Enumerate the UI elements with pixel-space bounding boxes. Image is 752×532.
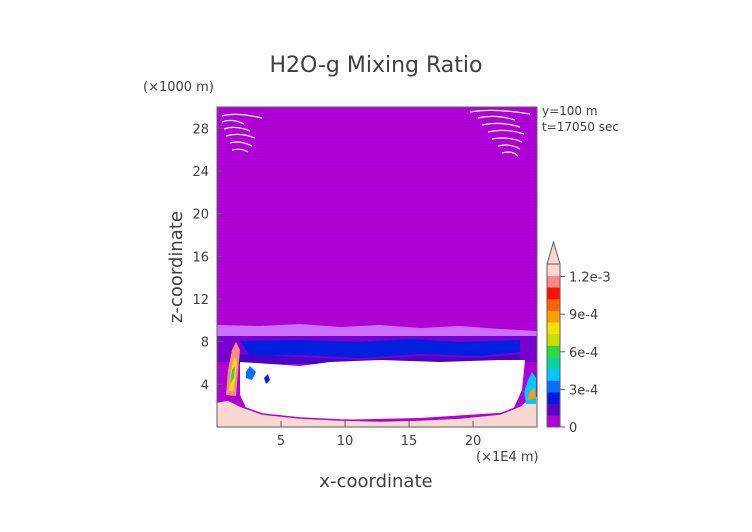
x-tick-label: 15 xyxy=(401,434,418,449)
colorbar: 0 3e-4 6e-4 9e-4 1.2e-3 xyxy=(546,240,611,436)
colorbar-extend-arrow xyxy=(546,240,561,265)
colorbar-tick-label: 1.2e-3 xyxy=(569,271,611,286)
colorbar-swatch xyxy=(547,392,560,405)
upper-white-streaks xyxy=(221,109,531,157)
y-axis-label: z-coordinate xyxy=(166,211,187,323)
colorbar-tick-label: 3e-4 xyxy=(569,383,598,398)
dry-white-region xyxy=(240,360,525,420)
y-tick-label: 28 xyxy=(192,122,209,137)
colorbar-swatch xyxy=(547,322,560,335)
right-plume xyxy=(524,372,536,404)
colorbar-swatch xyxy=(547,368,560,381)
x-tick-label: 10 xyxy=(337,434,354,449)
y-tick-label: 8 xyxy=(201,336,209,351)
colorbar-tick-label: 9e-4 xyxy=(569,308,598,323)
x-tick-label: 5 xyxy=(277,434,285,449)
colorbar-swatch xyxy=(547,380,560,393)
lower-boundary-field xyxy=(217,396,537,427)
y-unit-label: (×1000 m) xyxy=(143,80,214,95)
colorbar-swatch xyxy=(547,357,560,370)
colorbar-tick-label: 6e-4 xyxy=(569,346,598,361)
x-tick-label: 20 xyxy=(465,434,482,449)
colorbar-swatch xyxy=(547,415,560,428)
colorbar-swatch xyxy=(547,264,560,276)
moist-layer-purple xyxy=(236,354,520,364)
annotation-y: y=100 m xyxy=(542,104,598,118)
colorbar-swatch xyxy=(547,345,560,358)
left-plume xyxy=(226,342,270,396)
colorbar-swatch xyxy=(547,298,560,311)
annotation-t: t=17050 sec xyxy=(542,120,619,134)
y-tick-label: 20 xyxy=(192,208,209,223)
heatmap-plot-area xyxy=(216,106,538,428)
colorbar-swatch xyxy=(547,275,560,288)
y-tick-label: 12 xyxy=(192,293,209,308)
lower-boundary-edge xyxy=(216,395,538,422)
plot-frame xyxy=(216,106,538,428)
colorbar-swatch xyxy=(547,310,560,323)
colorbar-swatch xyxy=(547,403,560,416)
x-axis-label: x-coordinate xyxy=(319,471,432,492)
colorbar-frame xyxy=(546,263,561,428)
y-axis-ticks: 4 8 12 16 20 24 28 xyxy=(192,122,223,393)
y-tick-label: 24 xyxy=(192,165,209,180)
y-tick-label: 16 xyxy=(192,250,209,265)
moist-layer-blue xyxy=(240,339,520,358)
chart-title: H2O-g Mixing Ratio xyxy=(270,53,483,78)
y-tick-label: 4 xyxy=(201,378,209,393)
colorbar-swatch xyxy=(547,333,560,346)
x-axis-ticks: 5 10 15 20 xyxy=(277,421,481,449)
colorbar-swatch xyxy=(547,287,560,300)
colorbar-tick-label: 0 xyxy=(569,421,577,436)
x-unit-label: (×1E4 m) xyxy=(476,450,539,465)
